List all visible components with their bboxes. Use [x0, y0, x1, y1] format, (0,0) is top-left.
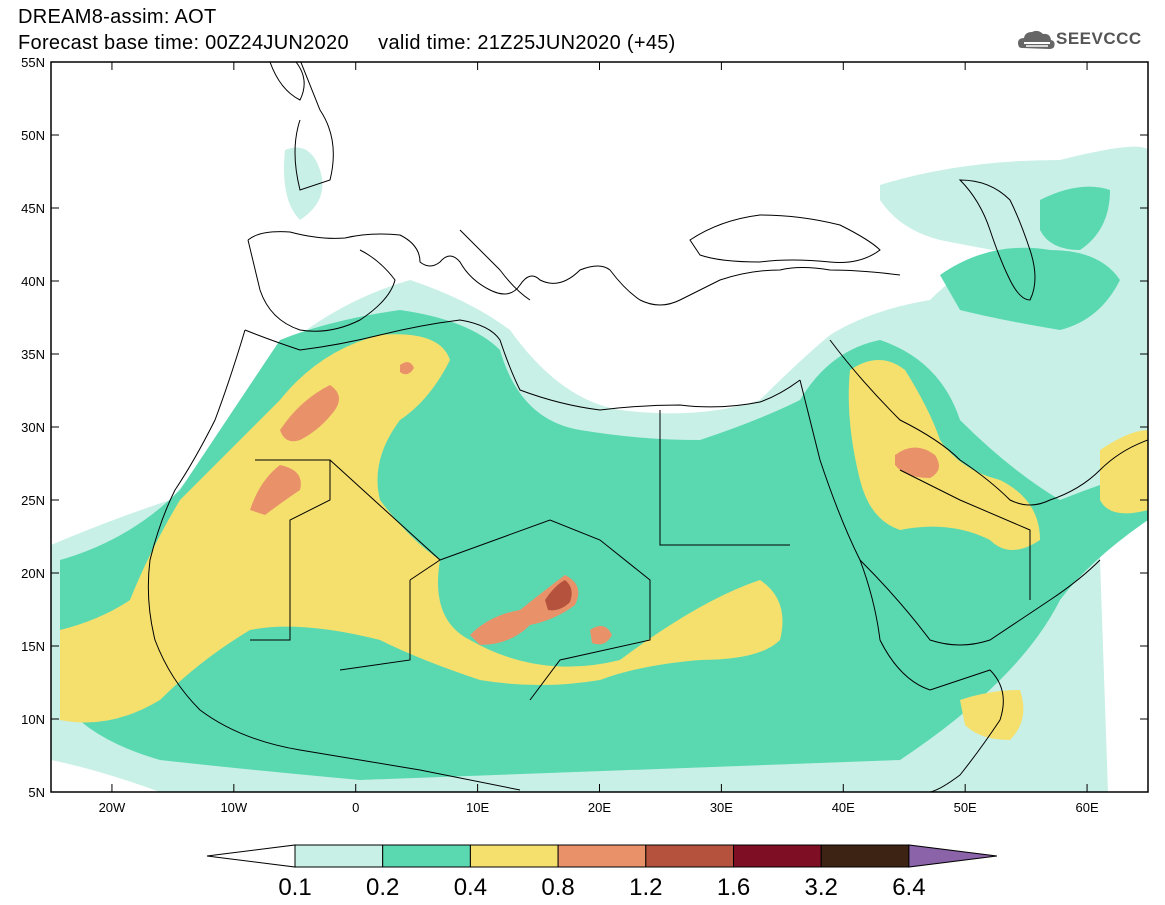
lat-tick-label: 5N: [28, 785, 45, 800]
aot-patch-caspian: [1040, 186, 1110, 250]
colorbar-swatch: [469, 844, 559, 868]
lon-tick-label: 60E: [1075, 800, 1098, 815]
lon-tick-label: 50E: [954, 800, 977, 815]
lat-tick-label: 55N: [21, 55, 45, 70]
colorbar-label: 1.2: [629, 874, 662, 901]
lon-tick-label: 30E: [710, 800, 733, 815]
lon-axis: 20W 10W 0 10E 20E 30E 40E 50E 60E: [99, 62, 1099, 815]
lon-tick-label: 40E: [832, 800, 855, 815]
aot-band-0.4-arabia: [848, 360, 1040, 550]
aot-band-0.8-sudan: [590, 626, 612, 645]
colorbar-label: 1.6: [717, 874, 750, 901]
lat-tick-label: 15N: [21, 639, 45, 654]
lon-tick-label: 10W: [220, 800, 247, 815]
lat-tick-label: 50N: [21, 128, 45, 143]
lat-tick-label: 10N: [21, 712, 45, 727]
lon-tick-label: 20W: [99, 800, 126, 815]
colorbar-label: 0.2: [366, 874, 399, 901]
lon-tick-label: 20E: [588, 800, 611, 815]
aot-band-0.8-mauritania: [250, 465, 301, 515]
lat-tick-label: 35N: [21, 347, 45, 362]
lon-tick-label: 10E: [466, 800, 489, 815]
colorbar-under-arrow: [206, 844, 296, 868]
colorbar-label: 6.4: [892, 874, 925, 901]
cloud-icon: [1018, 30, 1055, 49]
colorbar-label: 0.1: [278, 874, 311, 901]
colorbar-label: 0.4: [454, 874, 487, 901]
colorbar-over-arrow: [908, 844, 997, 868]
lat-axis: 55N 50N 45N 40N 35N 30N 25N 20N 15N 10N 5N: [21, 55, 1148, 800]
colorbar-swatch: [382, 844, 471, 868]
lat-tick-label: 40N: [21, 274, 45, 289]
aot-fields: [51, 146, 1148, 792]
colorbar: 0.1 0.2 0.4 0.8 1.2 1.6 3.2 6.4: [206, 844, 997, 901]
lat-tick-label: 25N: [21, 493, 45, 508]
forecast-times: Forecast base time: 00Z24JUN2020 valid t…: [18, 32, 676, 54]
lat-tick-label: 20N: [21, 566, 45, 581]
colorbar-swatch: [820, 844, 910, 868]
logo-text: SEEVCCC: [1056, 29, 1142, 48]
aot-band-0.4-oman: [1100, 430, 1148, 514]
aot-patch-arabia-north: [940, 247, 1120, 330]
aot-patch-france: [284, 147, 323, 220]
colorbar-label: 3.2: [805, 874, 838, 901]
coastlines-borders: [147, 62, 1148, 792]
colorbar-swatch: [294, 844, 384, 868]
aot-band-1.2-chad: [545, 580, 572, 611]
colorbar-swatch: [645, 844, 734, 868]
aot-band-0.4-west: [60, 334, 783, 723]
colorbar-swatch: [557, 844, 647, 868]
map-title: DREAM8-assim: AOT: [18, 6, 217, 28]
aot-band-0.8-algeria: [400, 362, 414, 375]
aot-band-0.8-morocco: [280, 385, 339, 442]
colorbar-label: 0.8: [541, 874, 574, 901]
aot-band-0.8-saudi: [895, 447, 939, 478]
lat-tick-label: 45N: [21, 201, 45, 216]
lat-tick-label: 30N: [21, 420, 45, 435]
aot-band-0.4-somalia: [960, 690, 1024, 740]
lon-tick-label: 0: [352, 800, 359, 815]
colorbar-swatch: [733, 844, 822, 868]
